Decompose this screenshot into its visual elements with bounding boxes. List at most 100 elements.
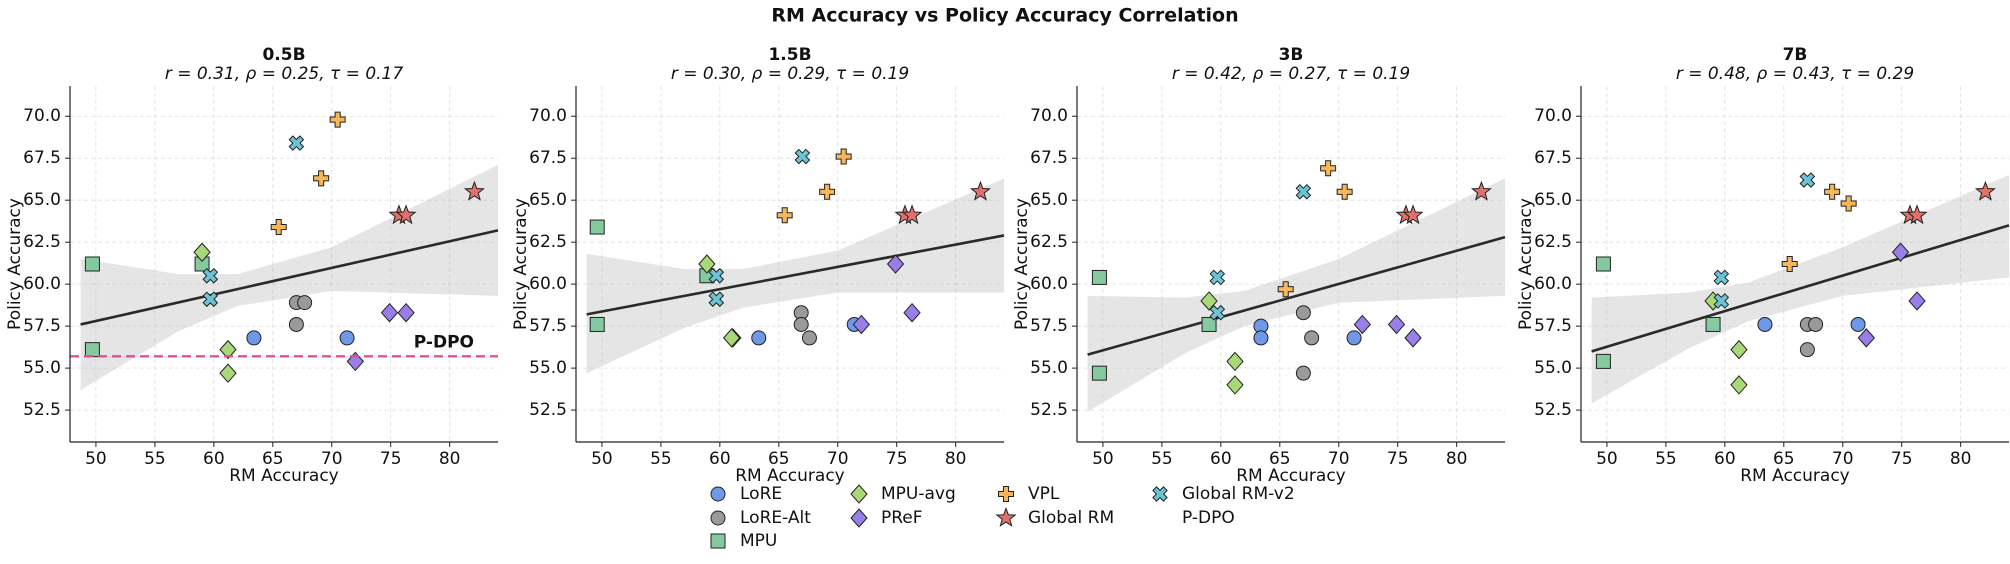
y-tick-label: 67.5 [529,148,567,168]
y-tick-label: 62.5 [1030,232,1068,252]
point [1730,339,1748,360]
legend-swatch [710,486,726,502]
panel-title: 7B [1783,45,1808,65]
x-tick-label: 70 [827,449,849,469]
legend-swatch [710,510,726,526]
point [1336,183,1353,200]
point [313,170,330,187]
y-tick-label: 57.5 [1030,316,1068,336]
point [1757,316,1773,332]
point [1226,351,1244,372]
point [463,180,485,201]
point [1840,195,1857,212]
point [1201,316,1217,332]
legend-item: LoRE-Alt [740,508,811,528]
point [1470,180,1492,201]
x-tick-label: 50 [1092,449,1114,469]
point [288,316,304,332]
point [589,316,605,332]
y-tick-label: 67.5 [23,148,61,168]
y-tick-label: 65.0 [529,190,567,210]
y-tick-label: 65.0 [1030,190,1068,210]
x-tick-label: 75 [886,449,908,469]
x-tick-label: 50 [1596,449,1618,469]
point [1808,316,1824,332]
y-tick-label: 52.5 [1030,400,1068,420]
point [84,342,100,358]
y-axis-label: Policy Accuracy [1516,198,1536,330]
y-tick-label: 65.0 [23,190,61,210]
y-tick-label: 55.0 [1534,358,1572,378]
point [1091,269,1107,285]
panel-title: 0.5B [262,45,305,65]
legend-label: LoRE [740,484,782,504]
point [1209,269,1226,286]
point [1304,330,1320,346]
regression-line [586,234,1005,316]
point [1595,256,1611,272]
point [219,339,237,360]
x-tick-label: 80 [945,449,967,469]
legend-label: P-DPO [1182,508,1235,528]
x-tick-label: 60 [203,449,225,469]
regression-line [80,229,499,326]
point [1295,183,1312,200]
y-tick-label: 60.0 [23,274,61,294]
x-tick-label: 55 [650,449,672,469]
point [1595,353,1611,369]
point [1226,375,1244,395]
x-axis-label: RM Accuracy [1236,466,1346,486]
x-tick-label: 70 [1328,449,1350,469]
x-tick-label: 60 [1714,449,1736,469]
y-tick-label: 70.0 [1534,106,1572,126]
x-tick-label: 60 [709,449,731,469]
point [1277,281,1294,298]
x-tick-label: 70 [321,449,343,469]
point [1209,304,1226,321]
point [969,180,991,201]
y-tick-label: 60.0 [1534,274,1572,294]
point [1404,328,1422,348]
point [1713,269,1730,286]
legend-item: MPU-avg [881,484,956,504]
panel-subtitle: r = 0.31, ρ = 0.25, τ = 0.17 [165,64,404,84]
legend-label: VPL [1028,484,1060,504]
point [329,111,346,128]
point [1781,256,1798,272]
point [1253,330,1269,346]
point [1705,316,1721,332]
point [1353,314,1372,335]
y-tick-label: 57.5 [1534,316,1572,336]
panel-title: 3B [1279,45,1304,65]
point [794,148,811,165]
point [246,330,262,346]
point [852,314,871,335]
legend-swatch [850,508,868,528]
point [901,204,923,225]
y-tick-label: 70.0 [23,106,61,126]
point [202,267,219,284]
point [380,302,399,323]
legend-item: LoRE [740,484,782,504]
point [819,183,836,200]
panel-subtitle: r = 0.48, ρ = 0.43, τ = 0.29 [1676,64,1914,84]
y-axis-label: Policy Accuracy [1012,198,1032,330]
x-tick-label: 55 [1151,449,1173,469]
legend-item: PReF [881,508,923,528]
point [903,302,921,323]
x-tick-label: 55 [144,449,166,469]
point [751,330,767,346]
x-tick-label: 65 [1269,449,1291,469]
legend-swatch [998,486,1014,502]
point [270,219,287,236]
point [1906,204,1928,225]
y-tick-label: 60.0 [1030,274,1068,294]
y-axis-label: Policy Accuracy [5,198,25,330]
y-tick-label: 55.0 [23,358,61,378]
regression-line [1591,224,2010,353]
y-tick-label: 62.5 [23,232,61,252]
point [1974,180,1996,201]
y-tick-label: 70.0 [1030,106,1068,126]
point [1908,291,1926,311]
legend-swatch [995,506,1017,527]
